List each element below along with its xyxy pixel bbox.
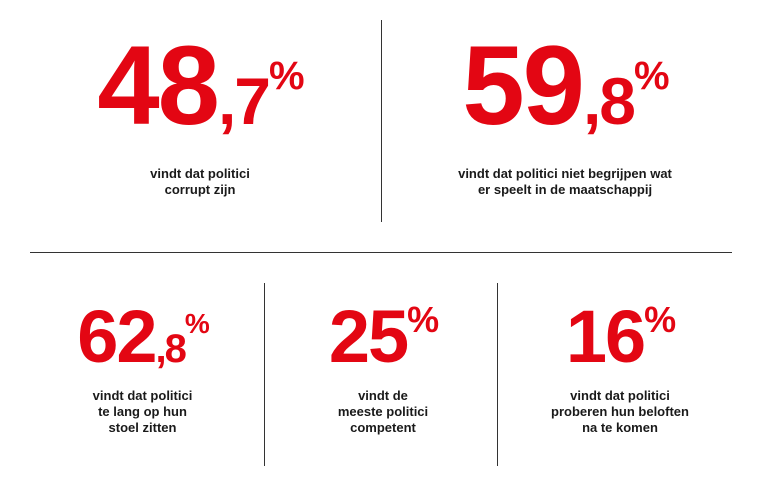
stat-corrupt: 48,7% vindt dat politici corrupt zijn	[40, 30, 360, 198]
caption-line: te lang op hun	[98, 404, 187, 419]
stat-caption: vindt dat politici corrupt zijn	[40, 166, 360, 198]
caption-line: stoel zitten	[108, 420, 177, 435]
caption-line: meeste politici	[337, 404, 429, 419]
stat-value: 59,8%	[400, 30, 730, 142]
caption-line: vindt de	[358, 388, 408, 403]
caption-line: competent	[350, 420, 416, 435]
stat-value: 25%	[278, 300, 488, 374]
percent-sign: %	[269, 54, 305, 98]
stat-caption: vindt dat politici te lang op hun stoel …	[30, 388, 255, 436]
stat-too-long: 62,8% vindt dat politici te lang op hun …	[30, 300, 255, 436]
stat-not-understand: 59,8% vindt dat politici niet begrijpen …	[400, 30, 730, 198]
stat-decimal: ,8	[155, 327, 187, 371]
divider-top-vertical	[381, 20, 382, 222]
caption-line: na te komen	[582, 420, 658, 435]
stat-integer: 25	[328, 295, 409, 378]
caption-line: er speelt in de maatschappij	[477, 182, 653, 197]
caption-line: proberen hun beloften	[551, 404, 689, 419]
stat-integer: 48	[97, 23, 220, 148]
stat-caption: vindt dat politici proberen hun beloften…	[510, 388, 730, 436]
caption-line: vindt dat politici	[150, 166, 250, 181]
percent-sign: %	[407, 299, 439, 340]
stat-value: 16%	[510, 300, 730, 374]
divider-horizontal	[30, 252, 732, 253]
percent-sign: %	[634, 54, 670, 98]
caption-line: vindt dat politici	[92, 388, 193, 403]
stat-caption: vindt dat politici niet begrijpen wat er…	[400, 166, 730, 198]
stat-value: 62,8%	[30, 300, 255, 374]
stat-integer: 62	[77, 295, 157, 378]
divider-bottom-right-vertical	[497, 283, 498, 466]
stat-decimal: ,8	[582, 64, 636, 138]
divider-bottom-left-vertical	[264, 283, 265, 466]
stat-competent: 25% vindt de meeste politici competent	[278, 300, 488, 436]
stat-decimal: ,7	[217, 64, 271, 138]
caption-line: vindt dat politici	[570, 388, 670, 403]
percent-sign: %	[644, 299, 676, 340]
percent-sign: %	[184, 308, 210, 339]
stat-integer: 16	[565, 295, 646, 378]
stat-caption: vindt de meeste politici competent	[278, 388, 488, 436]
stat-promises: 16% vindt dat politici proberen hun belo…	[510, 300, 730, 436]
caption-line: corrupt zijn	[164, 182, 236, 197]
stat-integer: 59	[462, 23, 585, 148]
stat-value: 48,7%	[40, 30, 360, 142]
caption-line: vindt dat politici niet begrijpen wat	[458, 166, 672, 181]
